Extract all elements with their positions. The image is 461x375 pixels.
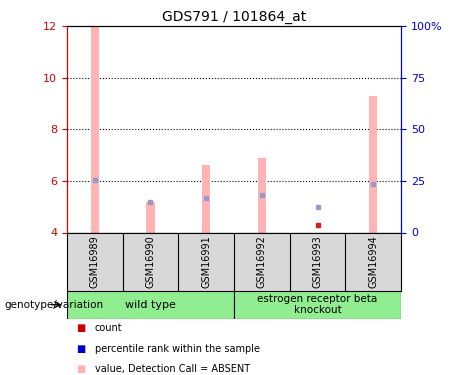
Text: GSM16989: GSM16989 [90,235,100,288]
Bar [67,291,234,319]
Bar [369,96,378,232]
Bar [146,202,154,232]
Text: ■: ■ [76,323,85,333]
Text: value, Detection Call = ABSENT: value, Detection Call = ABSENT [95,364,249,374]
Text: GSM16990: GSM16990 [145,235,155,288]
Text: GSM16994: GSM16994 [368,235,378,288]
Text: GSM16993: GSM16993 [313,235,323,288]
Text: estrogen receptor beta
knockout: estrogen receptor beta knockout [257,294,378,315]
Bar [234,291,401,319]
Title: GDS791 / 101864_at: GDS791 / 101864_at [162,10,306,24]
Text: ■: ■ [76,344,85,354]
Text: ■: ■ [76,364,85,374]
Bar [258,158,266,232]
Text: wild type: wild type [125,300,176,310]
Text: GSM16991: GSM16991 [201,235,211,288]
Bar [202,165,210,232]
Text: GSM16992: GSM16992 [257,235,267,288]
Bar [90,26,99,233]
Text: count: count [95,323,122,333]
Text: percentile rank within the sample: percentile rank within the sample [95,344,260,354]
Text: genotype/variation: genotype/variation [5,300,104,310]
